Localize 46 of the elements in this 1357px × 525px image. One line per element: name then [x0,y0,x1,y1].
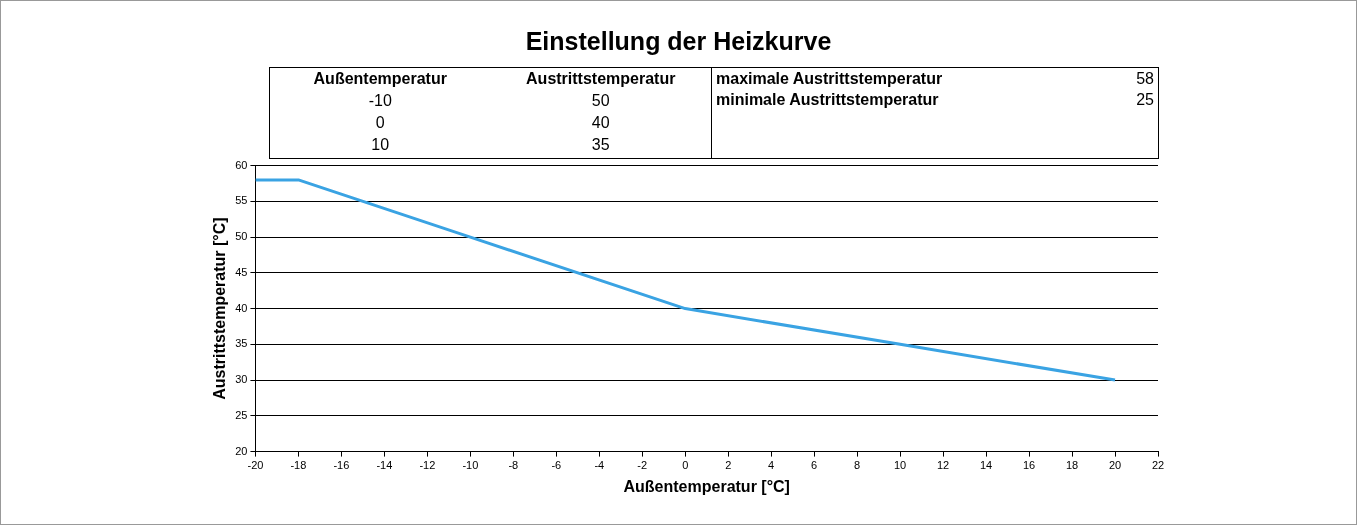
text: Außentemperatur [312,70,448,89]
text: minimale Austrittstemperatur [716,91,940,110]
y-axis-title: Austrittstemperatur [°C] [211,217,229,400]
x-tick-label: -2 [637,459,648,472]
x-tick-label: -18 [290,459,307,472]
x-tick-label: -12 [419,459,436,472]
x-tick-label: -10 [462,459,479,472]
x-tick-label: 4 [768,459,775,472]
x-tick-label: -4 [594,459,605,472]
x-tick-label: 16 [1022,459,1036,472]
text: Austrittstemperatur [525,70,677,89]
y-tick-label: 55 [235,194,248,207]
chart-title: Einstellung der Heizkurve [524,27,833,56]
x-tick-label: 22 [1151,459,1165,472]
x-tick-label: 6 [811,459,818,472]
text: 25 [1135,91,1154,110]
x-tick-label: 2 [725,459,732,472]
x-tick-label: -16 [333,459,350,472]
text: 58 [1135,70,1154,89]
y-tick-label: 45 [235,265,248,278]
x-axis-title: Außentemperatur [°C] [623,477,790,495]
text: 50 [590,92,611,111]
y-tick-label: 50 [235,230,248,243]
text: 35 [590,136,611,155]
x-tick-label: 10 [894,459,907,472]
x-tick-label: 12 [936,459,950,472]
text: maximale Austrittstemperatur [716,70,944,89]
x-tick-label: 0 [682,459,689,472]
y-tick-label: 20 [235,444,248,457]
text: 10 [370,136,391,155]
y-tick-label: 40 [235,301,248,314]
x-tick-label: -6 [551,459,562,472]
x-tick-label: -20 [247,459,264,472]
y-tick-label: 60 [235,158,248,171]
x-tick-label: 20 [1108,459,1122,472]
x-tick-label: 18 [1065,459,1079,472]
y-tick-label: 30 [235,373,248,386]
x-tick-label: -14 [376,459,393,472]
y-tick-label: 25 [235,408,248,421]
x-tick-label: 8 [854,459,861,472]
x-tick-label: -8 [508,459,519,472]
y-tick-label: 35 [235,337,248,350]
text: -10 [367,92,393,111]
text: 0 [374,114,386,133]
text: 40 [590,114,611,133]
x-tick-label: 14 [979,459,993,472]
